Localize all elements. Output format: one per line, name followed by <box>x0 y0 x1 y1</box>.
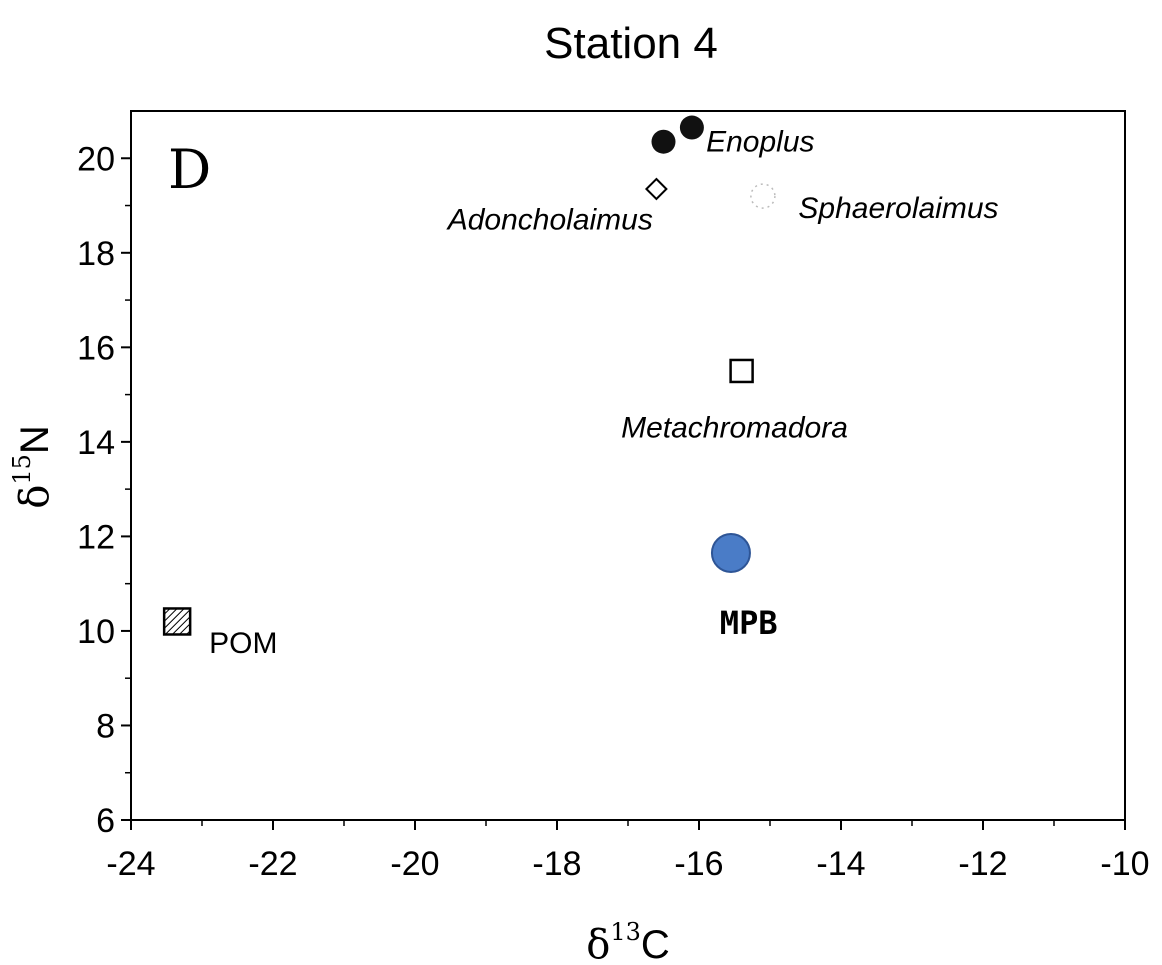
point-label: Enoplus <box>706 126 814 159</box>
x-tick-label: -20 <box>390 845 439 883</box>
x-tick-label: -16 <box>674 845 723 883</box>
y-tick-label: 16 <box>77 329 115 367</box>
x-tick-label: -12 <box>958 845 1007 883</box>
x-axis-label-element: C <box>641 923 670 965</box>
y-tick-label: 8 <box>96 707 115 745</box>
point-hatched-square <box>162 607 192 636</box>
y-tick-label: 12 <box>77 518 115 556</box>
y-axis-label-element: N <box>13 425 57 454</box>
x-tick-label: -18 <box>532 845 581 883</box>
y-axis-label: δ15N <box>8 425 58 509</box>
chart-title: Station 4 <box>544 19 718 68</box>
x-axis-label: δ13C <box>586 918 670 965</box>
point-label: Adoncholaimus <box>446 204 653 237</box>
point-mpb-circle <box>710 532 751 573</box>
point-label: POM <box>209 627 277 660</box>
y-axis-ticks: 6 8 10 12 14 16 18 20 <box>77 140 131 840</box>
point-faint-circle <box>750 183 776 209</box>
y-axis-label-sup: 15 <box>8 454 36 485</box>
x-tick-label: -24 <box>106 845 155 883</box>
y-tick-label: 10 <box>77 613 115 651</box>
point-label: Metachromadora <box>621 412 848 445</box>
y-tick-label: 20 <box>77 140 115 178</box>
x-axis-label-delta: δ <box>586 922 610 965</box>
x-axis-ticks: -24 -22 -20 -18 -16 -14 -12 -10 <box>106 820 1150 883</box>
point-open-diamond <box>644 177 668 201</box>
y-axis-label-delta: δ <box>12 485 58 509</box>
point-labels: Enoplus Adoncholaimus Sphaerolaimus Metachr… <box>209 126 998 660</box>
x-tick-label: -14 <box>816 845 865 883</box>
point-open-square <box>729 358 754 384</box>
panel-label: D <box>168 138 211 201</box>
y-tick-label: 6 <box>96 802 115 840</box>
y-tick-label: 14 <box>77 424 115 462</box>
point-filled-circle <box>679 115 704 140</box>
data-points <box>162 115 776 636</box>
point-filled-circle <box>651 129 676 154</box>
y-tick-label: 18 <box>77 235 115 273</box>
x-tick-label: -22 <box>248 845 297 883</box>
x-axis-label-sup: 13 <box>610 918 641 946</box>
point-label: MPB <box>720 604 778 642</box>
x-tick-label: -10 <box>1100 845 1149 883</box>
point-label: Sphaerolaimus <box>798 192 998 225</box>
